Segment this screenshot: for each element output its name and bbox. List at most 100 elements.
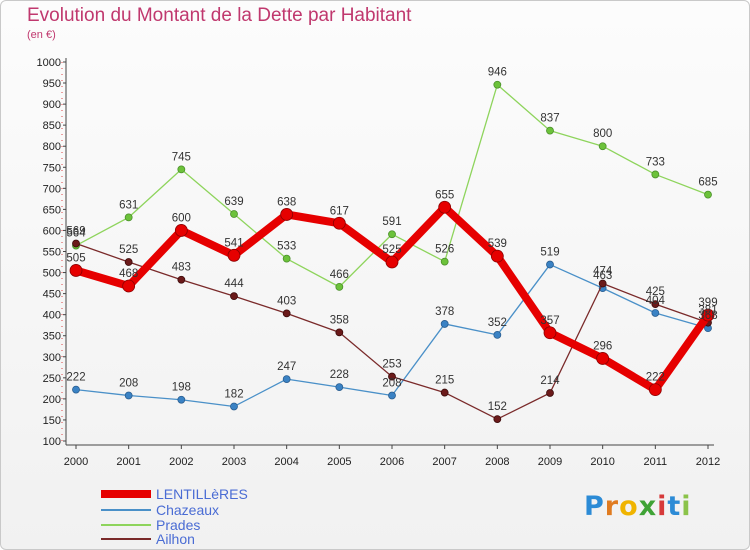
data-label: 800 (593, 128, 612, 140)
x-tick-label: 2002 (169, 456, 193, 468)
data-point (598, 279, 607, 288)
data-label: 946 (488, 67, 507, 79)
data-point (335, 383, 344, 391)
y-tick-label: 150 (43, 415, 61, 427)
data-point (230, 292, 238, 301)
x-tick-label: 2007 (432, 456, 456, 468)
legend-label: LENTILLèRES (156, 486, 248, 502)
data-label: 474 (593, 266, 613, 278)
data-point (546, 389, 554, 397)
y-tick-label: 200 (43, 394, 61, 406)
data-label: 378 (435, 306, 454, 318)
data-label: 222 (66, 372, 85, 384)
y-tick-label: 500 (43, 268, 61, 280)
y-tick-label: 350 (43, 331, 61, 343)
data-point (69, 264, 83, 277)
data-point (282, 309, 291, 318)
data-point (282, 254, 291, 263)
x-tick-label: 2005 (327, 456, 351, 468)
data-point (122, 279, 136, 293)
data-label: 463 (593, 270, 612, 282)
data-point (227, 248, 241, 262)
data-point (490, 249, 504, 263)
y-tick-label: 800 (43, 141, 61, 153)
data-point (177, 395, 186, 404)
data-label: 198 (172, 382, 191, 394)
data-label: 425 (646, 286, 665, 298)
data-label: 525 (119, 244, 138, 256)
data-point (174, 224, 188, 237)
data-point (230, 402, 238, 411)
data-label: 358 (330, 314, 349, 326)
data-point (388, 230, 396, 239)
data-label: 655 (435, 189, 454, 201)
data-label: 591 (382, 216, 401, 228)
data-label: 631 (119, 199, 138, 211)
legend-swatch (101, 490, 151, 498)
x-tick-label: 2003 (222, 456, 246, 468)
chart-title: Evolution du Montant de la Dette par Hab… (27, 5, 412, 26)
y-tick-label: 250 (43, 373, 61, 385)
data-point (388, 372, 396, 381)
data-point (280, 208, 294, 221)
data-label: 404 (646, 295, 666, 307)
data-point (596, 352, 610, 365)
data-point (72, 239, 80, 248)
data-point (124, 391, 133, 400)
data-label: 222 (646, 372, 665, 384)
x-tick-label: 2000 (64, 456, 88, 468)
data-label: 228 (330, 369, 349, 381)
legend-swatch (101, 509, 151, 511)
legend-label: Chazeaux (156, 502, 220, 518)
data-point (385, 255, 399, 269)
y-tick-label: 550 (43, 247, 61, 259)
data-label: 214 (540, 375, 560, 387)
x-tick-label: 2010 (590, 456, 614, 468)
data-label: 837 (540, 113, 559, 125)
data-label: 208 (382, 378, 401, 390)
data-label: 745 (172, 151, 191, 163)
legend-label: Ailhon (156, 531, 195, 547)
x-tick-label: 2006 (380, 456, 404, 468)
data-label: 569 (66, 225, 85, 237)
data-label: 539 (488, 238, 507, 250)
data-point (388, 391, 396, 400)
data-label: 208 (119, 378, 138, 390)
legend-swatch (101, 538, 151, 540)
logo-letter: i (681, 491, 692, 522)
data-label: 483 (172, 262, 191, 274)
data-point (177, 275, 186, 284)
data-label: 253 (382, 359, 401, 371)
data-point (493, 330, 502, 339)
data-point (438, 200, 452, 214)
x-tick-label: 2012 (696, 456, 720, 468)
data-point (493, 80, 502, 89)
legend-item: LENTILLèRES (101, 487, 248, 501)
legend-item: Prades (101, 518, 200, 532)
y-tick-label: 950 (43, 78, 61, 90)
data-label: 541 (224, 237, 243, 249)
data-label: 152 (488, 401, 507, 413)
data-label: 533 (277, 241, 296, 253)
y-tick-label: 850 (43, 120, 61, 132)
data-point (72, 385, 80, 394)
logo-letter: r (604, 491, 620, 522)
x-tick-label: 2009 (538, 456, 562, 468)
data-label: 519 (540, 247, 559, 259)
x-tick-label: 2011 (644, 456, 668, 468)
x-tick-label: 2008 (485, 456, 509, 468)
proxiti-logo: Proxiti (584, 491, 692, 522)
y-tick-label: 700 (43, 183, 61, 195)
data-point (598, 142, 607, 151)
data-point (332, 216, 346, 230)
x-tick-label: 2001 (116, 456, 140, 468)
data-label: 444 (224, 278, 244, 290)
data-point (440, 257, 449, 266)
data-label: 381 (698, 305, 717, 317)
data-point (704, 190, 712, 199)
data-label: 733 (646, 156, 665, 168)
data-label: 215 (435, 375, 454, 387)
data-point (651, 170, 660, 179)
data-point (546, 260, 554, 269)
data-point (440, 320, 449, 328)
